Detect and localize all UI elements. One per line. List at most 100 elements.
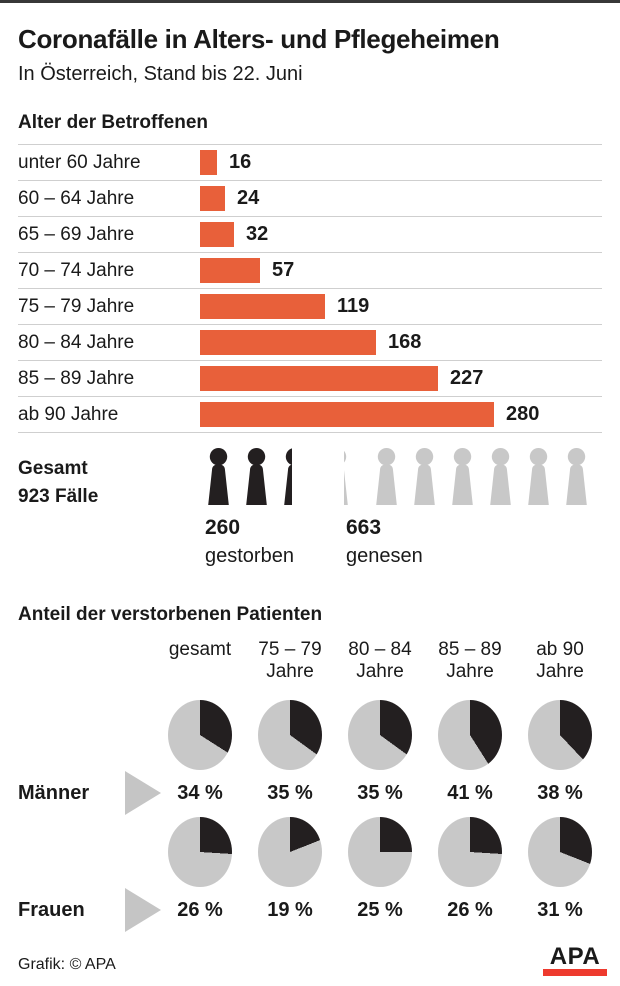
person-icon <box>485 448 516 505</box>
age-row-value: 227 <box>450 367 484 389</box>
pie-column-header-line1: 75 – 79 <box>258 639 322 660</box>
apa-logo-text: APA <box>549 943 601 970</box>
age-row-bar <box>200 186 225 211</box>
top-border-line <box>0 0 620 3</box>
age-row-value: 119 <box>337 295 370 317</box>
age-row-label: 75 – 79 Jahre <box>18 295 135 317</box>
age-bar-row: 70 – 74 Jahre 57 <box>18 252 602 288</box>
percent-row-männer: Männer 34 % 35 % 35 % 41 % 38 % <box>18 771 602 815</box>
pie-cell <box>515 817 605 887</box>
total-label-line2: 923 Fälle <box>18 486 99 507</box>
person-icon <box>523 448 554 505</box>
age-row-bar <box>200 150 217 175</box>
pie-chart <box>258 817 322 887</box>
page-subtitle: In Österreich, Stand bis 22. Juni <box>18 63 303 85</box>
pie-cell <box>335 817 425 887</box>
age-bar-row: ab 90 Jahre 280 <box>18 396 602 432</box>
pie-column-header-line1: ab 90 <box>536 639 584 660</box>
pie-cell <box>155 817 245 887</box>
pie-cell <box>425 700 515 770</box>
total-groups: 260 gestorben 663 genesen <box>203 448 592 567</box>
percent-value: 26 % <box>447 898 493 921</box>
percent-value: 35 % <box>357 781 403 804</box>
age-bar-row: 65 – 69 Jahre 32 <box>18 216 602 252</box>
age-row-value: 168 <box>388 331 422 353</box>
age-row-bar <box>200 402 494 427</box>
infographic: Coronafälle in Alters- und Pflegeheimen … <box>0 24 620 932</box>
age-row-value: 280 <box>506 403 540 425</box>
pie-column-header-line2: Jahre <box>536 661 584 682</box>
age-row-bar <box>200 258 260 283</box>
age-row-label: 60 – 64 Jahre <box>18 187 135 209</box>
share-section-heading: Anteil der verstorbenen Patienten <box>18 604 323 625</box>
age-row-bar <box>200 330 376 355</box>
pie-column-header: 75 – 79 Jahre <box>245 639 335 683</box>
apa-logo: APA <box>543 943 607 976</box>
age-bar-row: 80 – 84 Jahre 168 <box>18 324 602 360</box>
recovered-group: 663 genesen <box>343 448 592 567</box>
age-bar-row: 60 – 64 Jahre 24 <box>18 180 602 216</box>
percent-value: 34 % <box>177 781 223 804</box>
pie-column-header-line1: gesamt <box>168 639 232 660</box>
age-row-bar <box>200 366 438 391</box>
pie-chart <box>348 817 412 887</box>
gender-cell: Frauen <box>18 888 161 932</box>
pie-cell <box>245 817 335 887</box>
total-section: Gesamt 923 Fälle 260 gestorben 663 genesen <box>18 448 602 567</box>
age-row-label: 85 – 89 Jahre <box>18 367 135 389</box>
age-chart-heading: Alter der Betroffenen <box>18 112 209 133</box>
pie-column-header: 85 – 89 Jahre <box>425 639 515 683</box>
total-label: Gesamt 923 Fälle <box>18 448 203 567</box>
deceased-icons <box>203 448 294 505</box>
age-row-label: 65 – 69 Jahre <box>18 223 135 245</box>
recovered-count: 663 <box>345 516 382 539</box>
pie-cell <box>515 700 605 770</box>
person-icon <box>447 448 478 505</box>
percent-value: 19 % <box>267 898 313 921</box>
percent-row-frauen: Frauen 26 % 19 % 25 % 26 % 31 % <box>18 888 602 932</box>
person-icon <box>371 448 402 505</box>
pie-chart <box>528 700 592 770</box>
recovered-icons <box>343 448 592 505</box>
pie-chart <box>528 817 592 887</box>
pie-column-header-line2: Jahre <box>266 661 314 682</box>
recovered-caption: genesen <box>345 545 423 567</box>
total-label-line1: Gesamt <box>18 458 88 479</box>
percent-value: 25 % <box>357 898 403 921</box>
pie-grid: gesamt 75 – 79 Jahre 80 – 84 Jahre 85 – 89 Jah… <box>18 639 605 932</box>
pie-chart <box>438 817 502 887</box>
page-title: Coronafälle in Alters- und Pflegeheimen <box>18 24 500 54</box>
pie-column-header-line2: Jahre <box>356 661 404 682</box>
percent-value: 41 % <box>447 781 493 804</box>
age-row-label: ab 90 Jahre <box>18 403 119 425</box>
age-row-bar <box>200 222 234 247</box>
age-row-label: unter 60 Jahre <box>18 151 141 173</box>
person-icon <box>203 448 234 505</box>
gender-label: Männer <box>18 781 90 804</box>
person-icon <box>561 448 592 505</box>
age-bar-row: 75 – 79 Jahre 119 <box>18 288 602 324</box>
pie-cell <box>425 817 515 887</box>
percent-value: 31 % <box>537 898 583 921</box>
right-arrow-icon <box>125 771 161 815</box>
age-row-value: 24 <box>237 187 260 209</box>
pie-chart <box>438 700 502 770</box>
pie-column-header: gesamt <box>155 639 245 683</box>
pie-chart <box>348 700 412 770</box>
age-row-value: 32 <box>246 223 269 245</box>
right-arrow-icon <box>125 888 161 932</box>
pie-column-header: 80 – 84 Jahre <box>335 639 425 683</box>
pie-chart <box>168 700 232 770</box>
person-partial-icon <box>279 448 292 505</box>
gender-cell: Männer <box>18 771 161 815</box>
pie-column-header-line1: 85 – 89 <box>438 639 502 660</box>
pie-column-header: ab 90 Jahre <box>515 639 605 683</box>
pie-column-header-line2: Jahre <box>446 661 494 682</box>
age-bar-row: unter 60 Jahre 16 <box>18 144 602 180</box>
pie-chart <box>258 700 322 770</box>
pie-cell <box>245 700 335 770</box>
person-partial-icon <box>343 448 353 505</box>
pie-cell <box>155 700 245 770</box>
gender-label: Frauen <box>18 898 85 921</box>
person-icon <box>241 448 272 505</box>
